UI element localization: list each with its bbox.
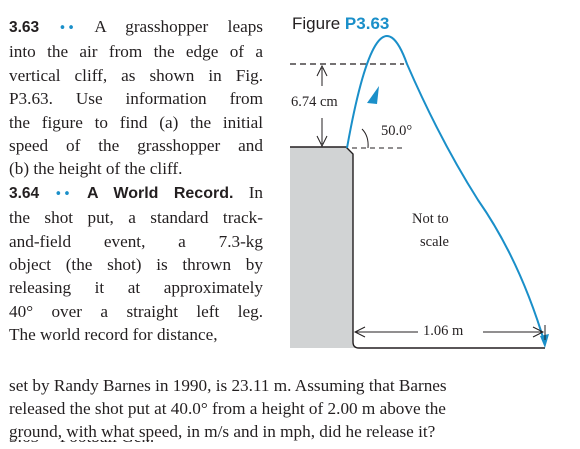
figure-number: P3.63: [344, 14, 390, 33]
height-arrow-up-icon: [316, 64, 328, 77]
problem-3-63-line-1: 3.63 •• A grasshopper leaps: [9, 17, 263, 36]
problem-3-64-line-5: releasing it at approximately: [9, 278, 263, 298]
figure-label: Figure P3.63: [292, 14, 389, 34]
problem-3-64-wide-line-3: ground, with what speed, in m/s and in m…: [9, 422, 436, 441]
problem-3-64: 3.64 •• A World Record. In the shot put,…: [9, 181, 263, 347]
next-problem-cutoff: 3.65 •• Football Ge...: [0, 440, 290, 449]
problem-3-64-line-4: object (the shot) is thrown by: [9, 255, 263, 275]
cliff-outline: [290, 146, 545, 349]
trajectory-curve: [346, 35, 546, 345]
problem-number: 3.64: [9, 184, 40, 202]
problem-number: 3.63: [9, 19, 40, 36]
problem-3-64-line-3: and-field event, a 7.3-kg: [9, 231, 263, 251]
landing-arrow-icon: [540, 334, 549, 348]
problem-3-63: 3.63 •• A grasshopper leaps into the air…: [9, 15, 263, 181]
distance-arrow-right-icon: [532, 326, 545, 338]
difficulty-dots: ••: [54, 186, 72, 202]
difficulty-dots: ••: [58, 21, 76, 36]
angle-arc: [361, 128, 369, 149]
problem-3-64-wide-line-1: set by Randy Barnes in 1990, is 23.11 m.…: [9, 376, 447, 395]
problem-3-63-line-6: speed of the grasshopper and: [9, 136, 263, 156]
problem-3-64-line-7: The world record for distance,: [9, 325, 218, 345]
trajectory-arrow-icon: [367, 86, 379, 104]
problem-3-63-line-3: vertical cliff, as shown in Fig.: [9, 65, 263, 85]
scale-note-line-1: Not to: [412, 211, 449, 227]
height-label: 6.74 cm: [291, 94, 338, 110]
distance-arrow-left-icon: [353, 326, 366, 338]
problem-text-column: 3.63 •• A grasshopper leaps into the air…: [9, 15, 263, 347]
problem-3-63-line-5: the figure to find (a) the initial: [9, 112, 263, 132]
problem-3-64-wide-line-2: released the shot put at 40.0° from a he…: [9, 399, 446, 418]
problem-title: A World Record.: [87, 184, 234, 202]
problem-3-63-line-7: (b) the height of the cliff.: [9, 159, 183, 179]
distance-label: 1.06 m: [423, 323, 464, 339]
problem-3-64-line-6: 40° over a straight left leg.: [9, 301, 263, 321]
scale-note-line-2: scale: [420, 234, 449, 250]
problem-3-63-line-4: P3.63. Use information from: [9, 89, 263, 109]
problem-3-64-line-2: the shot put, a standard track-: [9, 208, 263, 228]
figure-label-prefix: Figure: [292, 14, 341, 33]
cliff-shape: [290, 147, 548, 348]
problem-3-64-line-1: 3.64 •• A World Record. In: [9, 182, 264, 202]
angle-label: 50.0°: [381, 123, 413, 139]
height-arrow-down-icon: [316, 135, 328, 148]
problem-3-63-line-2: into the air from the edge of a: [9, 42, 263, 62]
